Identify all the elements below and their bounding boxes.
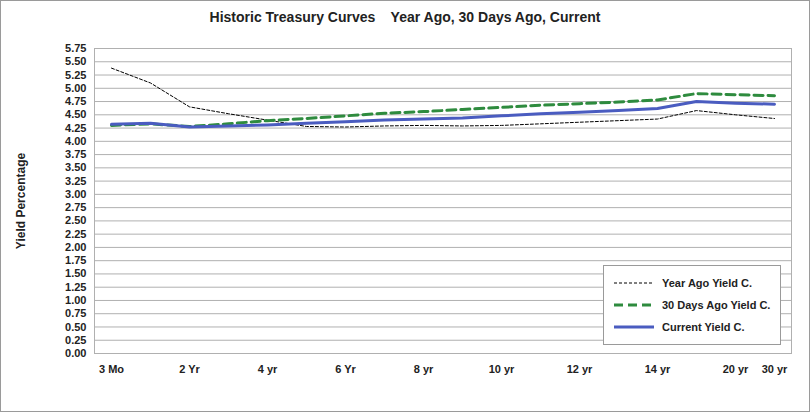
svg-text:5.25: 5.25 (65, 69, 86, 81)
svg-text:5.00: 5.00 (65, 82, 86, 94)
svg-text:0.25: 0.25 (65, 334, 86, 346)
svg-text:12 yr: 12 yr (567, 363, 593, 375)
svg-text:1.25: 1.25 (65, 281, 86, 293)
svg-text:1.50: 1.50 (65, 267, 86, 279)
html-text:Historic Treasury Curves Year: Historic Treasury Curves Year Ago, 30 Da… (209, 9, 601, 25)
svg-text:4.75: 4.75 (65, 95, 86, 107)
svg-text:4 yr: 4 yr (258, 363, 278, 375)
html-text:Current Yield C.: Current Yield C. (662, 321, 745, 333)
svg-text:14 yr: 14 yr (645, 363, 671, 375)
svg-text:0.00: 0.00 (65, 347, 86, 359)
html-text:Year Ago Yield C.: Year Ago Yield C. (662, 277, 753, 289)
svg-text:5.75: 5.75 (65, 42, 86, 54)
svg-text:2.75: 2.75 (65, 201, 86, 213)
svg-text:3.00: 3.00 (65, 188, 86, 200)
svg-text:4.00: 4.00 (65, 135, 86, 147)
svg-text:20 yr: 20 yr (723, 363, 749, 375)
svg-text:10 yr: 10 yr (489, 363, 515, 375)
svg-text:5.50: 5.50 (65, 55, 86, 67)
svg-text:6 Yr: 6 Yr (335, 363, 356, 375)
svg-text:2.25: 2.25 (65, 228, 86, 240)
svg-text:1.00: 1.00 (65, 294, 86, 306)
html-text:30 Days Ago Yield C.: 30 Days Ago Yield C. (662, 299, 771, 311)
svg-text:1.75: 1.75 (65, 254, 86, 266)
html-text:Yield Percentage: Yield Percentage (14, 152, 28, 250)
svg-text:3.25: 3.25 (65, 175, 86, 187)
svg-text:0.75: 0.75 (65, 307, 86, 319)
svg-text:3.75: 3.75 (65, 148, 86, 160)
svg-text:3 Mo: 3 Mo (99, 363, 124, 375)
svg-text:3.50: 3.50 (65, 161, 86, 173)
svg-text:4.50: 4.50 (65, 108, 86, 120)
svg-text:2 Yr: 2 Yr (179, 363, 200, 375)
svg-text:2.50: 2.50 (65, 214, 86, 226)
svg-text:4.25: 4.25 (65, 122, 86, 134)
svg-text:8 yr: 8 yr (414, 363, 434, 375)
svg-text:0.50: 0.50 (65, 320, 86, 332)
svg-text:2.00: 2.00 (65, 241, 86, 253)
svg-text:30 yr: 30 yr (762, 363, 788, 375)
